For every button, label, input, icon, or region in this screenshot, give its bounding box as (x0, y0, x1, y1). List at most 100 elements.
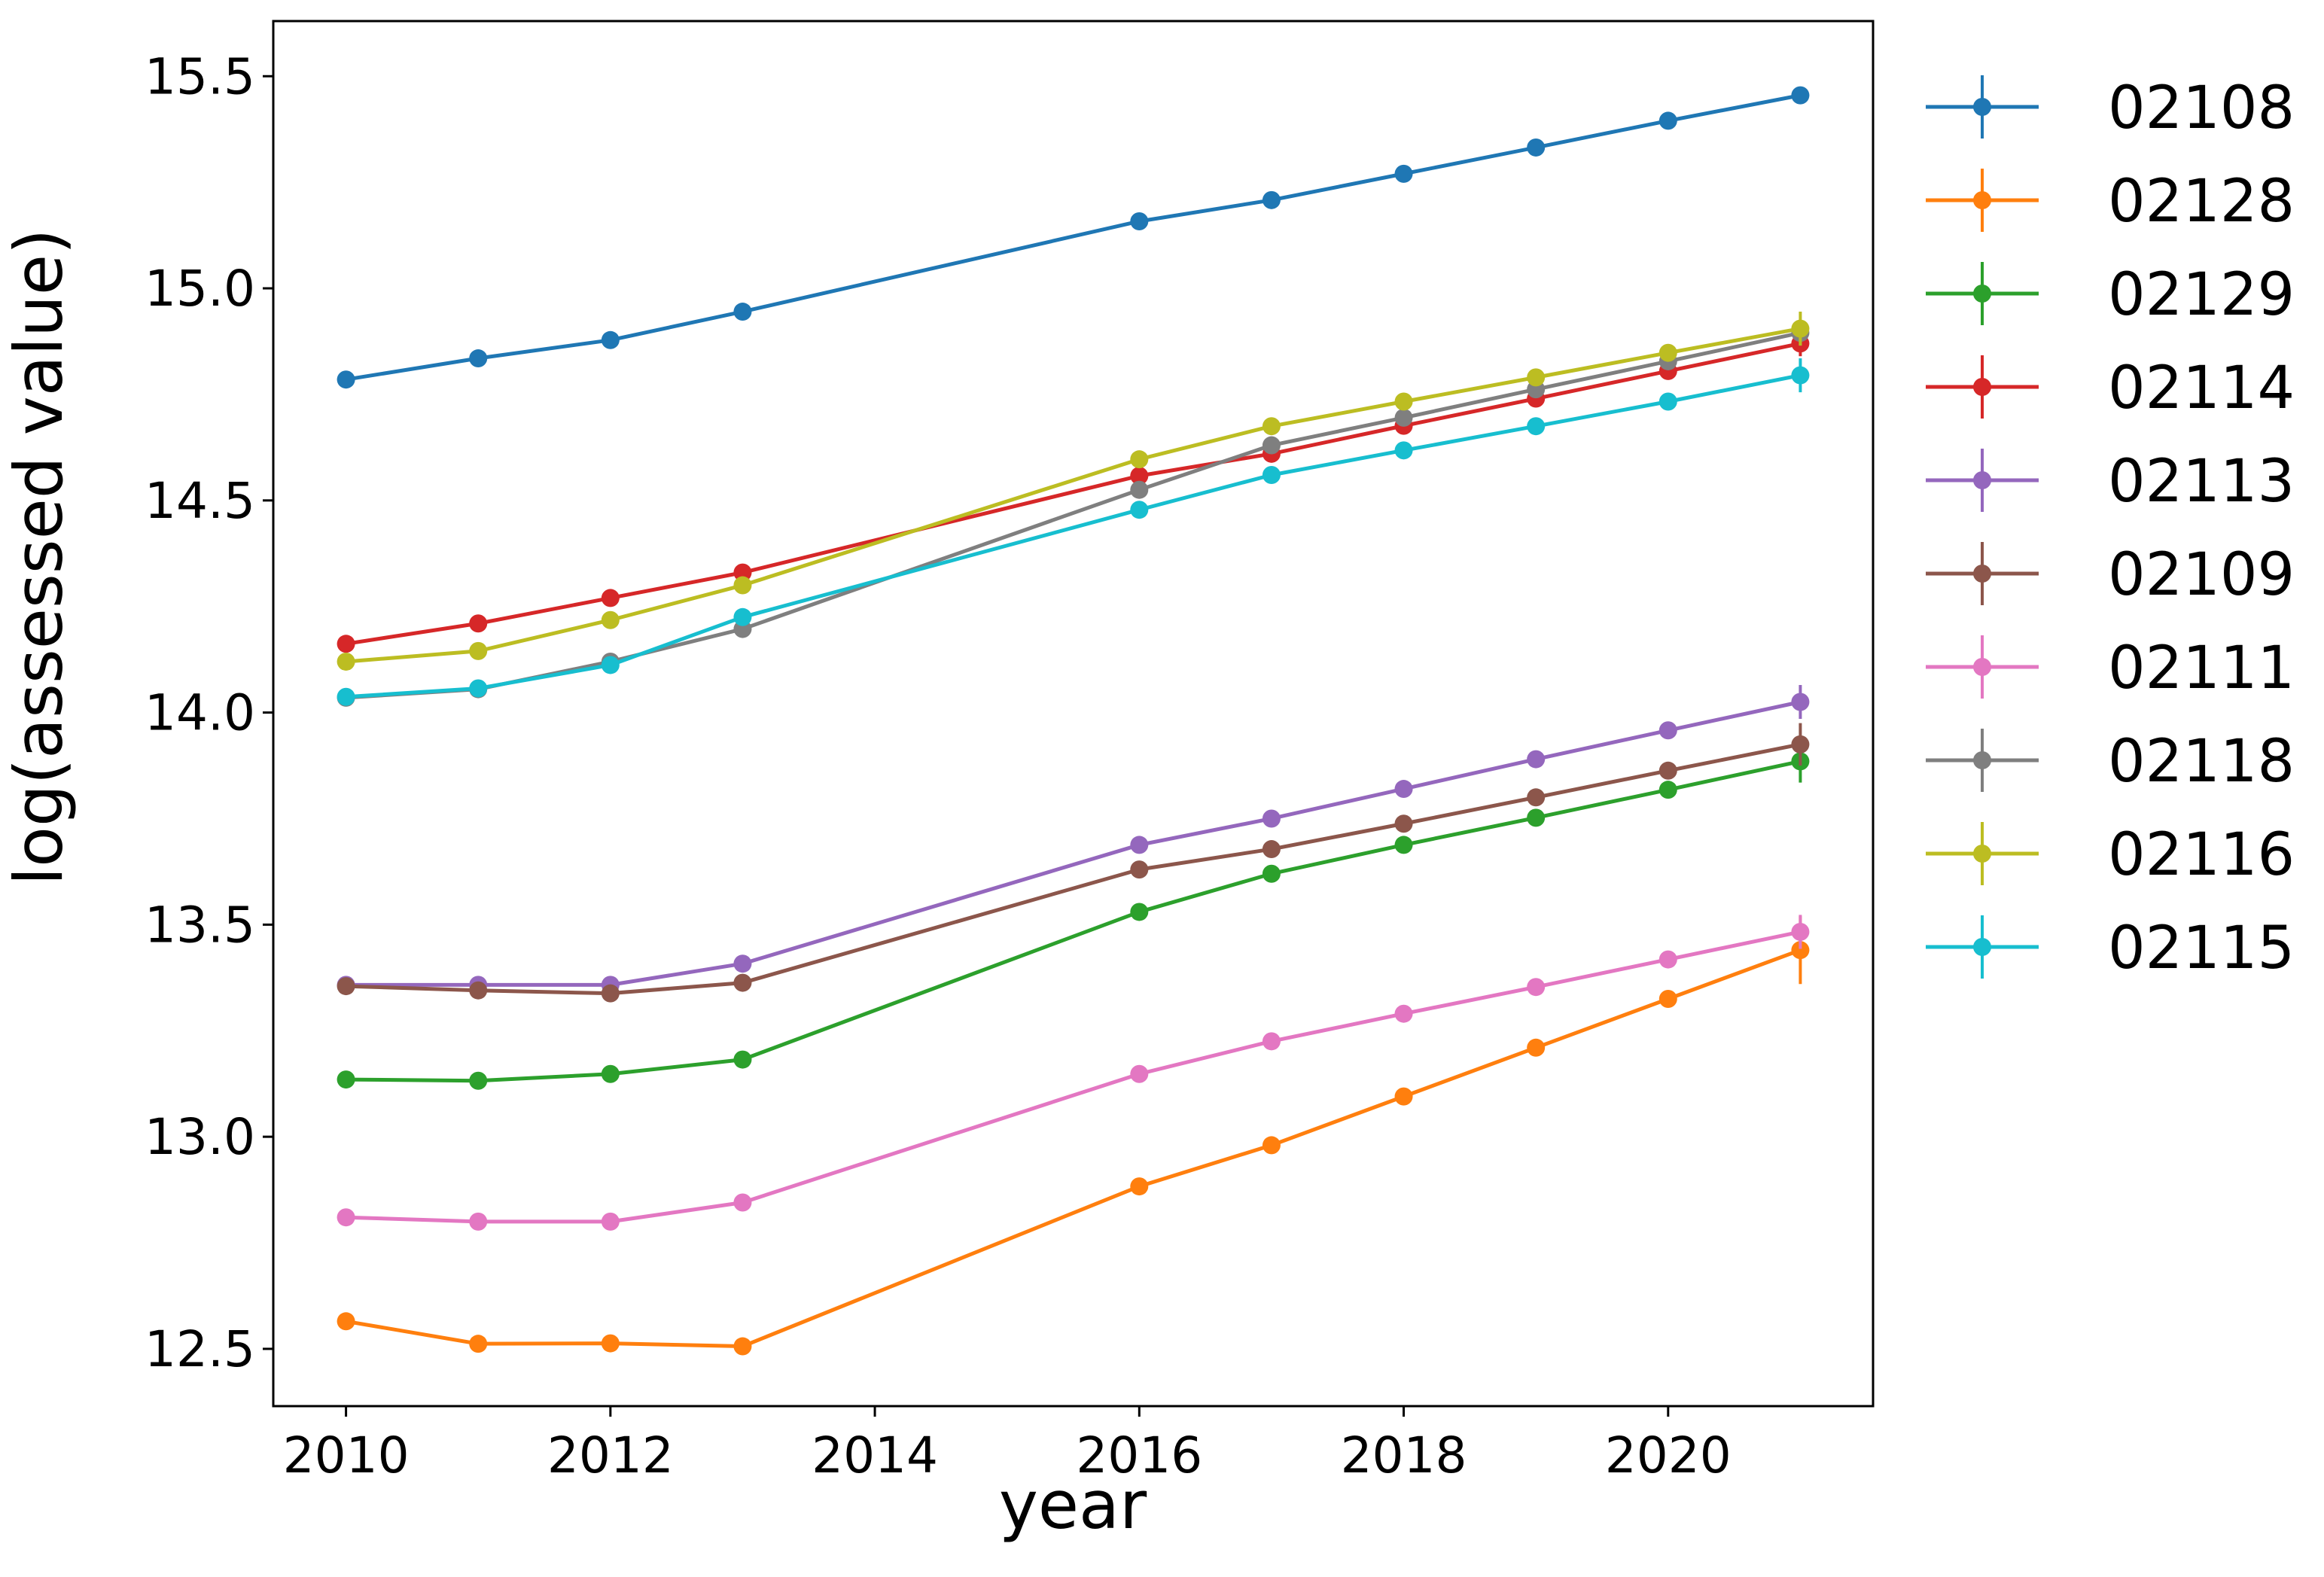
legend-marker (1973, 845, 1991, 863)
data-point (1130, 1064, 1149, 1083)
data-point (1394, 441, 1413, 460)
series-02118 (337, 320, 1810, 707)
data-point (1262, 840, 1281, 859)
x-tick-label: 2020 (1605, 1426, 1732, 1484)
data-point (469, 1335, 488, 1353)
data-point (1527, 788, 1546, 807)
data-point (733, 607, 752, 626)
data-point (1262, 436, 1281, 455)
data-point (733, 1193, 752, 1212)
series-line (346, 373, 1801, 699)
legend-marker (1973, 471, 1991, 489)
data-point (601, 589, 620, 607)
data-point (1394, 408, 1413, 427)
data-point (1658, 392, 1677, 411)
data-point (601, 1212, 620, 1231)
data-point (601, 656, 620, 674)
series-02128 (337, 916, 1810, 1356)
series-line (346, 759, 1801, 1083)
data-point (469, 981, 488, 1000)
legend-label: 02108 (2108, 75, 2295, 142)
legend-label: 02109 (2108, 541, 2295, 609)
legend-entry-02118: 02118 (1926, 728, 2295, 796)
data-point (1791, 922, 1810, 941)
x-axis: 2010 2012 2014 2016 2018 2020 (283, 1406, 1732, 1484)
legend-marker (1973, 378, 1991, 396)
y-tick-label: 12.5 (145, 1320, 255, 1378)
data-point (733, 1337, 752, 1356)
data-point (1791, 735, 1810, 753)
data-point (1130, 903, 1149, 921)
y-tick-label: 14.0 (145, 684, 255, 742)
legend-entry-02111: 02111 (1926, 635, 2295, 702)
data-point (733, 563, 752, 582)
series-02109 (337, 723, 1810, 1003)
series-line (346, 341, 1801, 646)
data-point (1527, 1038, 1546, 1057)
legend-entry-02109: 02109 (1926, 541, 2295, 609)
data-point (1527, 138, 1546, 157)
data-point (1394, 780, 1413, 799)
legend-entry-02114: 02114 (1926, 355, 2295, 422)
data-point (1394, 1087, 1413, 1106)
data-point (601, 610, 620, 629)
series-line (346, 742, 1801, 996)
series-line (346, 93, 1801, 382)
data-point (1527, 750, 1546, 769)
x-tick-label: 2018 (1341, 1426, 1467, 1484)
legend-marker (1973, 98, 1991, 116)
data-point (1527, 978, 1546, 997)
data-point (1791, 86, 1810, 105)
data-point (337, 635, 355, 653)
y-tick-label: 13.0 (145, 1108, 255, 1166)
data-point (601, 984, 620, 1003)
data-point (1130, 450, 1149, 469)
data-point (1791, 941, 1810, 960)
data-point (1394, 164, 1413, 183)
x-tick-label: 2014 (812, 1426, 938, 1484)
data-point (469, 1212, 488, 1231)
x-tick-label: 2016 (1076, 1426, 1202, 1484)
data-point (1658, 111, 1677, 130)
data-point (1262, 1136, 1281, 1155)
data-point (469, 1071, 488, 1090)
series-02129 (337, 740, 1810, 1090)
data-point (601, 1334, 620, 1353)
data-point (1262, 1032, 1281, 1051)
data-point (337, 1070, 355, 1089)
data-point (1791, 693, 1810, 711)
data-point (1262, 190, 1281, 209)
data-point (1658, 781, 1677, 799)
legend-entry-02108: 02108 (1926, 75, 2295, 142)
legend-label: 02128 (2108, 168, 2295, 236)
legend-label: 02116 (2108, 821, 2295, 889)
series-02113 (337, 684, 1810, 994)
series-02116 (337, 312, 1810, 671)
data-point (733, 973, 752, 992)
data-point (1658, 721, 1677, 740)
data-point (1791, 366, 1810, 385)
x-tick-label: 2012 (547, 1426, 674, 1484)
data-point (469, 349, 488, 368)
data-point (1658, 761, 1677, 780)
series-02111 (337, 915, 1810, 1231)
data-point (337, 977, 355, 996)
data-point (1130, 860, 1149, 879)
y-tick-label: 13.5 (145, 896, 255, 954)
legend: 02108 02128 02129 02114 02113 02109 02111 02118… (1926, 75, 2295, 982)
plot-frame (272, 20, 1875, 1408)
legend-marker (1973, 565, 1991, 583)
legend-label: 02114 (2108, 355, 2295, 422)
data-point (469, 614, 488, 633)
data-point (337, 1312, 355, 1331)
data-point (601, 1064, 620, 1083)
data-point (1130, 467, 1149, 486)
data-point (469, 641, 488, 660)
data-point (1658, 950, 1677, 969)
y-axis-title: log(assessed value) (0, 229, 78, 886)
legend-marker (1973, 285, 1991, 303)
data-point (1130, 501, 1149, 519)
data-point (1394, 392, 1413, 411)
data-point (1262, 466, 1281, 485)
data-point (1262, 864, 1281, 883)
